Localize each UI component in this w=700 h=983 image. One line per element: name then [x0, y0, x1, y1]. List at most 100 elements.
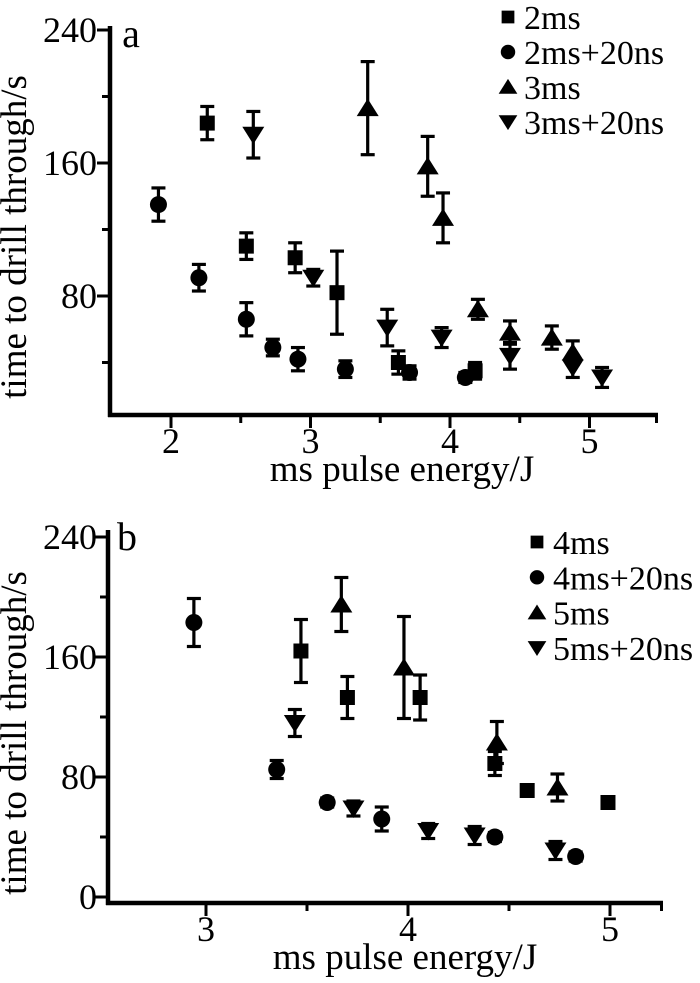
data-point — [544, 839, 567, 862]
marker-circle-glyph — [268, 761, 286, 778]
marker-circle-glyph — [567, 848, 585, 865]
data-point — [412, 673, 428, 722]
legend-entry-3ms+20ns: 3ms+20ns — [498, 105, 664, 142]
data-point — [264, 337, 282, 358]
y-tick-label: 80 — [61, 757, 97, 797]
legend-label: 5ms+20ns — [553, 631, 693, 668]
marker-triangle-up-glyph — [527, 604, 547, 620]
data-point — [268, 758, 286, 781]
marker-square-glyph — [600, 795, 616, 810]
legend-entry-4ms: 4ms — [530, 525, 610, 562]
marker-square-glyph — [287, 250, 303, 266]
marker-circle-glyph — [185, 614, 203, 631]
marker-circle-glyph — [237, 310, 255, 328]
data-point — [356, 59, 379, 157]
marker-triangle-down-glyph — [498, 347, 521, 366]
data-point — [237, 301, 255, 338]
data-point — [342, 799, 365, 818]
marker-triangle-down-glyph — [498, 115, 518, 131]
y-axis-title: time to drill through/s — [0, 571, 35, 895]
marker-triangle-up-glyph — [392, 658, 415, 676]
marker-triangle-down-glyph — [302, 269, 325, 288]
data-point — [540, 324, 563, 351]
marker-triangle-down-glyph — [527, 641, 547, 656]
legend-label: 3ms+20ns — [524, 105, 664, 142]
y-tick-label: 0 — [79, 877, 97, 917]
legend-label: 2ms — [524, 0, 581, 37]
data-point — [401, 363, 419, 381]
marker-circle-glyph — [289, 350, 307, 368]
legend-entry-4ms+20ns: 4ms+20ns — [529, 560, 693, 597]
data-point — [498, 319, 521, 346]
marker-square-glyph — [530, 535, 544, 549]
data-point — [600, 795, 616, 810]
data-point — [318, 794, 336, 811]
marker-triangle-up-glyph — [466, 299, 489, 318]
legend-entry-2ms: 2ms — [501, 0, 581, 37]
marker-triangle-down-glyph — [342, 800, 365, 818]
data-point — [238, 231, 254, 262]
data-point — [339, 674, 355, 721]
data-point — [199, 104, 215, 142]
marker-circle-glyph — [373, 810, 391, 828]
marker-square-glyph — [339, 690, 355, 705]
x-axis-title: ms pulse energy/J — [273, 937, 537, 978]
marker-square-glyph — [519, 783, 535, 798]
marker-triangle-up-glyph — [416, 156, 439, 175]
marker-triangle-down-glyph — [430, 329, 453, 348]
series-4ms+20ns — [185, 596, 585, 865]
x-tick-label: 2 — [162, 421, 180, 461]
x-tick-label: 5 — [581, 421, 599, 461]
marker-square-glyph — [293, 643, 309, 659]
data-point — [336, 359, 354, 380]
data-point — [456, 368, 474, 386]
series-5ms — [330, 575, 569, 803]
x-axis-title: ms pulse energy/J — [270, 449, 534, 490]
data-point — [287, 241, 303, 275]
panel-b-chart: 3 4 5 0 80 160 240 ms pulse energy/J time to dri… — [0, 514, 693, 978]
marker-square-glyph — [329, 285, 345, 301]
marker-triangle-up-glyph — [432, 208, 455, 226]
data-point — [329, 249, 345, 336]
data-point — [330, 575, 353, 634]
series-4ms — [293, 617, 616, 810]
panel-letter: b — [117, 514, 137, 559]
marker-triangle-down-glyph — [544, 842, 567, 860]
marker-triangle-down-glyph — [283, 715, 306, 733]
x-tick-label: 3 — [197, 909, 215, 949]
marker-circle-glyph — [500, 44, 516, 60]
data-point — [293, 617, 309, 685]
marker-circle-glyph — [318, 794, 336, 811]
legend-entry-3ms: 3ms — [498, 70, 581, 107]
marker-square-glyph — [390, 355, 406, 370]
marker-circle-glyph — [149, 196, 167, 214]
marker-triangle-down-glyph — [242, 126, 265, 145]
data-point — [416, 134, 439, 198]
data-point — [432, 191, 455, 245]
y-tick-label: 240 — [43, 10, 97, 50]
data-point — [289, 345, 307, 373]
marker-triangle-down-glyph — [591, 369, 614, 387]
data-point — [486, 828, 504, 846]
marker-circle-glyph — [529, 570, 545, 585]
series-3ms+20ns — [242, 109, 614, 390]
marker-circle-glyph — [264, 339, 282, 357]
data-point — [546, 772, 569, 803]
marker-triangle-up-glyph — [485, 733, 508, 751]
data-point — [283, 707, 306, 739]
data-point — [466, 297, 489, 321]
data-point — [242, 109, 265, 160]
data-point — [519, 783, 535, 798]
marker-square-glyph — [238, 238, 254, 254]
y-tick-label: 160 — [43, 637, 97, 677]
marker-triangle-up-glyph — [356, 98, 379, 117]
data-point — [149, 186, 167, 223]
legend-label: 4ms+20ns — [553, 560, 693, 597]
marker-circle-glyph — [486, 828, 504, 846]
legend-label: 3ms — [524, 70, 581, 107]
panel-a-chart: 2 3 4 5 80 160 240 ms pulse energy/J time to dri… — [0, 0, 664, 490]
data-point — [561, 355, 584, 380]
data-point — [417, 821, 440, 841]
marker-circle-glyph — [456, 368, 474, 386]
